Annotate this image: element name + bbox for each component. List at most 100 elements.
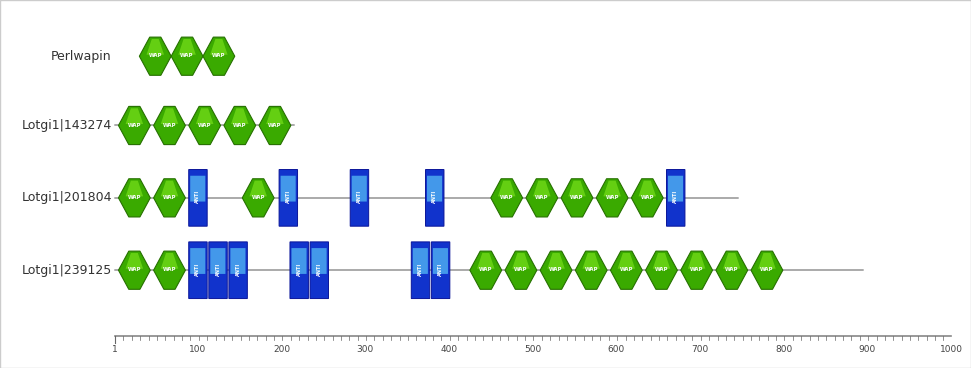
Text: WAP: WAP bbox=[515, 267, 527, 272]
FancyBboxPatch shape bbox=[310, 242, 328, 298]
Polygon shape bbox=[266, 108, 284, 124]
Text: 300: 300 bbox=[356, 345, 374, 354]
Text: ANTI: ANTI bbox=[419, 262, 423, 276]
Polygon shape bbox=[125, 181, 143, 197]
Text: WAP: WAP bbox=[149, 53, 162, 59]
FancyBboxPatch shape bbox=[188, 170, 207, 226]
Polygon shape bbox=[470, 251, 502, 289]
Text: WAP: WAP bbox=[570, 195, 584, 200]
Polygon shape bbox=[611, 251, 642, 289]
Polygon shape bbox=[533, 181, 551, 197]
Text: ANTI: ANTI bbox=[317, 262, 321, 276]
FancyBboxPatch shape bbox=[412, 242, 430, 298]
FancyBboxPatch shape bbox=[431, 242, 450, 298]
Text: 800: 800 bbox=[775, 345, 792, 354]
FancyBboxPatch shape bbox=[190, 248, 205, 274]
Text: WAP: WAP bbox=[725, 267, 739, 272]
FancyBboxPatch shape bbox=[425, 170, 444, 226]
Polygon shape bbox=[540, 251, 572, 289]
Polygon shape bbox=[231, 108, 249, 124]
Text: 200: 200 bbox=[273, 345, 290, 354]
Text: ANTI: ANTI bbox=[357, 190, 362, 204]
Polygon shape bbox=[512, 253, 529, 269]
Polygon shape bbox=[583, 253, 600, 269]
Polygon shape bbox=[561, 179, 593, 217]
Text: 700: 700 bbox=[691, 345, 709, 354]
Text: WAP: WAP bbox=[654, 267, 668, 272]
Text: WAP: WAP bbox=[181, 53, 194, 59]
Text: Lotgi1|239125: Lotgi1|239125 bbox=[21, 264, 112, 277]
Polygon shape bbox=[548, 253, 565, 269]
FancyBboxPatch shape bbox=[281, 176, 296, 202]
Polygon shape bbox=[153, 179, 185, 217]
Polygon shape bbox=[716, 251, 748, 289]
Polygon shape bbox=[618, 253, 635, 269]
Polygon shape bbox=[118, 251, 151, 289]
FancyBboxPatch shape bbox=[209, 242, 227, 298]
Text: WAP: WAP bbox=[127, 195, 141, 200]
Polygon shape bbox=[125, 253, 143, 269]
Polygon shape bbox=[118, 179, 151, 217]
Polygon shape bbox=[568, 181, 586, 197]
Text: WAP: WAP bbox=[479, 267, 492, 272]
Polygon shape bbox=[498, 181, 516, 197]
FancyBboxPatch shape bbox=[291, 248, 307, 274]
Polygon shape bbox=[161, 181, 179, 197]
Text: ANTI: ANTI bbox=[285, 190, 291, 204]
Polygon shape bbox=[505, 251, 537, 289]
Polygon shape bbox=[687, 253, 705, 269]
Polygon shape bbox=[751, 251, 783, 289]
FancyBboxPatch shape bbox=[413, 248, 428, 274]
Polygon shape bbox=[161, 253, 179, 269]
Polygon shape bbox=[210, 39, 227, 55]
Text: WAP: WAP bbox=[251, 195, 265, 200]
Text: WAP: WAP bbox=[163, 267, 177, 272]
Polygon shape bbox=[179, 39, 196, 55]
FancyBboxPatch shape bbox=[188, 242, 207, 298]
Text: WAP: WAP bbox=[585, 267, 598, 272]
Text: WAP: WAP bbox=[535, 195, 549, 200]
Text: 1000: 1000 bbox=[940, 345, 962, 354]
FancyBboxPatch shape bbox=[352, 176, 367, 202]
Polygon shape bbox=[153, 106, 185, 145]
Text: WAP: WAP bbox=[268, 123, 282, 128]
FancyBboxPatch shape bbox=[433, 248, 448, 274]
Polygon shape bbox=[243, 179, 274, 217]
Polygon shape bbox=[681, 251, 713, 289]
Text: WAP: WAP bbox=[619, 267, 633, 272]
Polygon shape bbox=[723, 253, 741, 269]
Polygon shape bbox=[171, 37, 203, 75]
Polygon shape bbox=[639, 181, 656, 197]
Polygon shape bbox=[490, 179, 522, 217]
FancyBboxPatch shape bbox=[290, 242, 309, 298]
FancyBboxPatch shape bbox=[312, 248, 326, 274]
Text: Lotgi1|143274: Lotgi1|143274 bbox=[21, 119, 112, 132]
FancyBboxPatch shape bbox=[279, 170, 297, 226]
FancyBboxPatch shape bbox=[666, 170, 685, 226]
Polygon shape bbox=[188, 106, 220, 145]
Polygon shape bbox=[477, 253, 494, 269]
Text: WAP: WAP bbox=[127, 267, 141, 272]
Text: WAP: WAP bbox=[127, 123, 141, 128]
Polygon shape bbox=[203, 37, 235, 75]
Text: WAP: WAP bbox=[605, 195, 619, 200]
Text: ANTI: ANTI bbox=[216, 262, 220, 276]
Text: WAP: WAP bbox=[760, 267, 774, 272]
Polygon shape bbox=[250, 181, 267, 197]
Text: 400: 400 bbox=[441, 345, 457, 354]
Text: ANTI: ANTI bbox=[432, 190, 437, 204]
Text: WAP: WAP bbox=[212, 53, 225, 59]
Text: 500: 500 bbox=[524, 345, 541, 354]
Text: 1: 1 bbox=[113, 345, 118, 354]
FancyBboxPatch shape bbox=[351, 170, 369, 226]
Polygon shape bbox=[140, 37, 171, 75]
Text: 100: 100 bbox=[189, 345, 207, 354]
Text: WAP: WAP bbox=[198, 123, 212, 128]
Text: ANTI: ANTI bbox=[297, 262, 302, 276]
FancyBboxPatch shape bbox=[211, 248, 225, 274]
Polygon shape bbox=[125, 108, 143, 124]
Polygon shape bbox=[161, 108, 179, 124]
FancyBboxPatch shape bbox=[230, 248, 246, 274]
Polygon shape bbox=[653, 253, 670, 269]
Polygon shape bbox=[596, 179, 628, 217]
